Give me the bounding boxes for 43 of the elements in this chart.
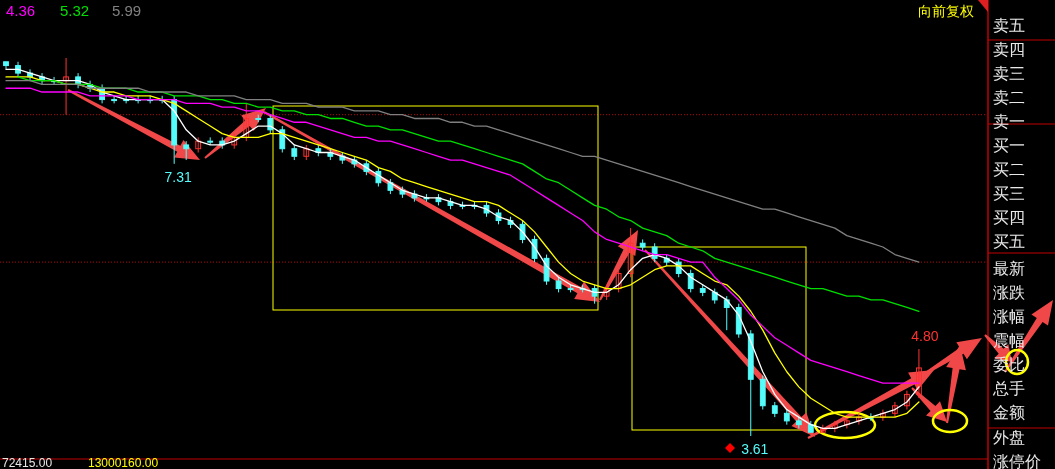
text: 最新 <box>993 260 1025 277</box>
candlestick <box>615 269 622 293</box>
text: 买一 <box>993 137 1025 154</box>
text: 卖二 <box>993 89 1025 106</box>
text: 买五 <box>993 233 1025 250</box>
candlestick <box>723 295 730 331</box>
text: 4.36 <box>6 2 36 19</box>
text: 卖一 <box>993 113 1025 130</box>
candlestick <box>627 227 634 278</box>
candlestick <box>183 140 190 161</box>
text: 13000160.00 <box>88 456 159 469</box>
text: 向前复权 <box>918 3 974 19</box>
candlestick <box>916 348 922 399</box>
candlestick <box>892 401 898 418</box>
text: 买四 <box>993 209 1025 226</box>
candlestick <box>904 390 910 411</box>
text: 总手 <box>992 380 1025 397</box>
text: 外盘 <box>993 429 1025 446</box>
text: 涨停价 <box>993 453 1041 469</box>
candlestick <box>195 136 202 153</box>
candlestick <box>543 254 550 286</box>
candlestick <box>687 269 694 293</box>
candlestick <box>531 235 538 263</box>
text: 震幅 <box>993 332 1025 349</box>
text: 72415.00 <box>2 456 53 469</box>
text: 涨跌 <box>993 284 1025 301</box>
text: 5.99 <box>112 2 142 19</box>
candlestick <box>111 95 118 104</box>
text: 金额 <box>993 404 1025 421</box>
candlestick <box>243 102 250 142</box>
text: 买二 <box>993 161 1025 178</box>
text: 涨幅 <box>993 308 1025 325</box>
candlestick <box>279 125 286 153</box>
annotation: 7.31 <box>164 168 193 185</box>
text: 5.32 <box>60 2 90 19</box>
text: 卖五 <box>993 17 1025 34</box>
candlestick <box>63 57 69 116</box>
text: 卖三 <box>993 65 1025 82</box>
annotation: 4.80 <box>911 328 939 345</box>
text: 买三 <box>993 185 1025 202</box>
candlestick <box>843 416 850 429</box>
annotation: 3.61 <box>741 441 769 457</box>
text: 卖四 <box>993 41 1025 58</box>
